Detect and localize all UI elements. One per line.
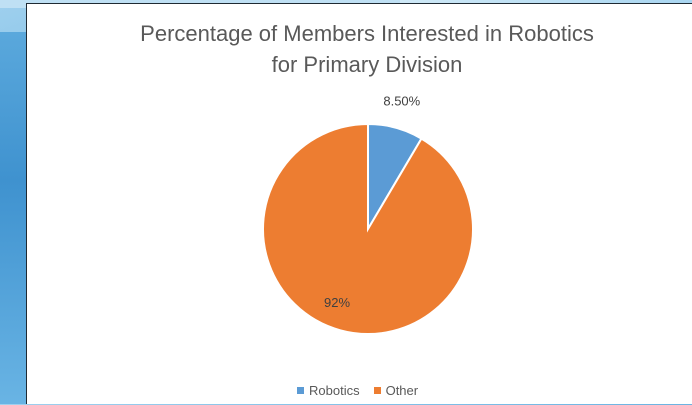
- chart-title-line-1: Percentage of Members Interested in Robo…: [140, 21, 594, 46]
- chart-title: Percentage of Members Interested in Robo…: [27, 18, 692, 80]
- pie-chart: 8.50% 92%: [262, 93, 474, 335]
- pie-slices: [262, 122, 474, 335]
- background-window-panel: [0, 32, 26, 404]
- data-label-other: 92%: [324, 295, 350, 310]
- legend-item-robotics[interactable]: Robotics: [297, 383, 360, 398]
- legend-label-other: Other: [385, 383, 419, 398]
- data-label-robotics: 8.50%: [383, 93, 420, 108]
- legend-swatch-other: [373, 387, 381, 394]
- legend-item-other[interactable]: Other: [373, 383, 419, 398]
- chart-area[interactable]: Percentage of Members Interested in Robo…: [26, 3, 692, 404]
- legend-swatch-robotics: [297, 387, 304, 394]
- pie-slice-other[interactable]: [262, 122, 474, 335]
- chart-title-line-2: for Primary Division: [271, 52, 463, 77]
- legend-label-robotics: Robotics: [309, 383, 360, 398]
- legend: Robotics Other: [297, 383, 432, 398]
